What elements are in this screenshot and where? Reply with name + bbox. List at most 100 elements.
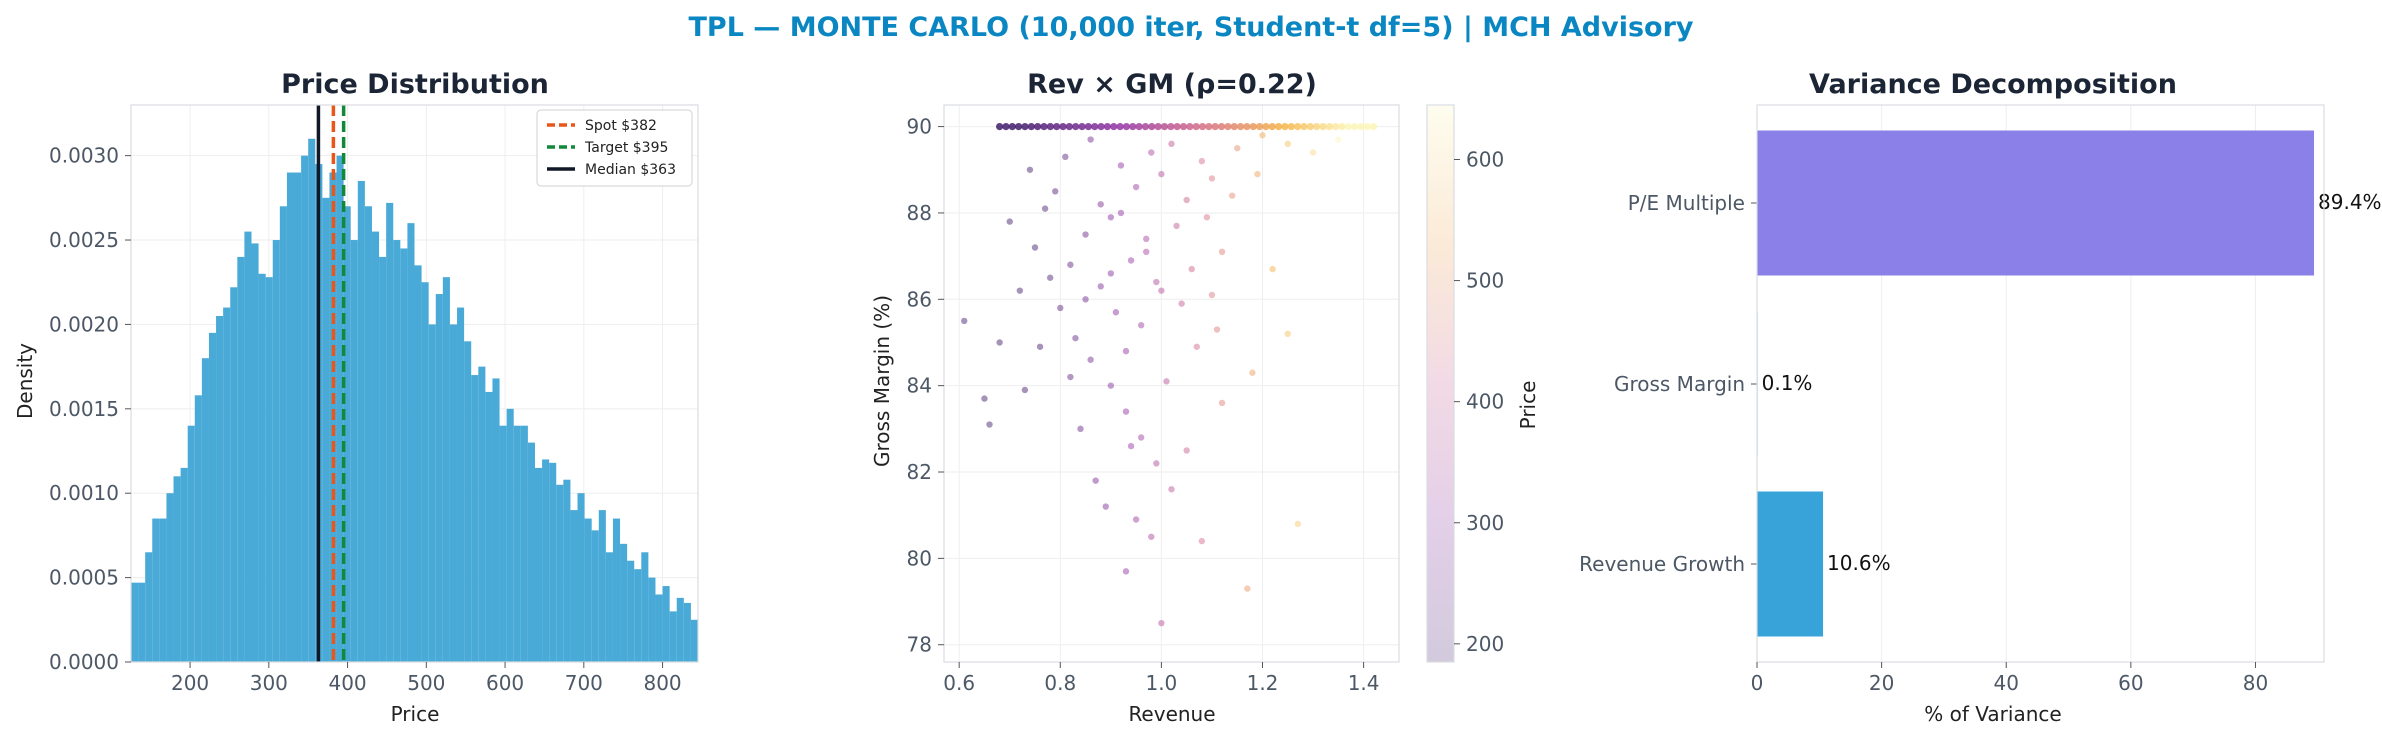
scatter-point [1158,619,1165,627]
scatter-point [1262,122,1270,131]
scatter-point [1097,201,1104,208]
histogram-bar [336,155,344,663]
colorbar-tick-label: 400 [1466,390,1504,414]
colorbar [1426,104,1455,663]
scatter-point [1236,122,1245,131]
histogram-bar [627,560,635,662]
histogram-bar [159,518,167,662]
x-tick-label: 1.0 [1145,671,1177,695]
scatter-point [1103,122,1112,131]
scatter-point [1127,257,1135,264]
histogram-bar [407,223,415,662]
histogram-bar [131,582,139,662]
y-tick-label: 86 [907,287,932,311]
x-tick-label: 700 [565,671,603,695]
x-tick-label: 600 [486,671,524,695]
histogram-bar [605,552,613,662]
histogram-bar [201,358,209,662]
histogram-bar [683,602,691,662]
scatter-point [981,395,988,402]
histogram-bar [371,231,380,662]
scatter-point [1067,261,1074,268]
scatter-point [1148,122,1156,131]
histogram-bar [542,459,550,662]
scatter-point [1122,122,1131,131]
scatter-point [1110,122,1118,131]
histogram-bar [187,425,195,662]
scatter-point [1137,434,1145,441]
scatter-point [1351,122,1359,131]
histogram-bar [570,510,578,662]
histogram-bar [343,206,351,663]
scatter-point [1082,296,1089,303]
scatter-point [1228,192,1236,199]
histogram-bar [584,518,592,662]
scatter-point [1015,122,1023,131]
legend-label: Target $395 [584,140,668,156]
scatter-point [1281,122,1289,131]
histogram-bar [223,307,231,662]
scatter-point [1006,218,1013,225]
scatter-point [1211,122,1219,131]
y-tick-label: 84 [907,374,932,398]
scatter-point [1059,122,1067,131]
histogram-bar [393,240,401,662]
scatter-point [1192,122,1200,131]
scatter-point [1218,248,1226,256]
scatter-point [1205,122,1213,131]
histogram-bar [676,597,684,662]
x-tick-label: 500 [407,671,445,695]
histogram-bar [414,265,422,662]
y-tick-label: 0.0010 [49,481,119,505]
price-distribution-xlabel: Price [391,702,440,726]
histogram-bar [648,577,656,662]
scatter-point [1040,122,1048,131]
scatter-point [1163,378,1170,385]
scatter-point [1084,122,1092,131]
scatter-point [1122,408,1130,415]
scatter-point [1332,122,1340,131]
histogram-bar [145,552,153,662]
histogram-bar [428,324,436,662]
histogram-bar [534,467,543,662]
scatter-point [1284,330,1291,338]
scatter-point [1198,122,1207,131]
scatter-point [1082,231,1089,238]
scatter-point [1344,122,1352,131]
scatter-point [1198,157,1206,165]
scatter-point [1072,122,1080,131]
scatter-point [1062,153,1069,161]
y-tick-label: 0.0030 [49,144,119,168]
histogram-bar [471,375,479,662]
scatter-point [1357,122,1365,131]
histogram-bar [449,324,458,662]
scatter-point [1158,287,1165,294]
histogram-bar [478,366,486,662]
scatter-point [1021,386,1029,394]
scatter-point [1208,175,1216,182]
histogram-bar [457,307,465,662]
histogram-bar [520,425,528,662]
scatter-point [1107,382,1115,389]
histogram-bar [194,395,202,662]
legend-label: Median $363 [585,162,676,178]
scatter-point [996,339,1003,346]
histogram-bar [230,287,238,662]
histogram-bar [598,510,606,662]
scatter-point [1306,122,1314,131]
histogram-bar [577,493,585,662]
histogram-bar [237,256,245,662]
scatter-point [1243,122,1251,131]
bar-data-label: 89.4% [2318,190,2382,214]
y-tick-label: 78 [907,633,932,657]
histogram-bar [655,594,663,662]
histogram-bar [641,552,649,662]
rev-gm-ylabel: Gross Margin (%) [870,295,894,467]
y-tick-label: 0.0025 [49,228,119,252]
scatter-point [1249,122,1257,131]
histogram-bar [364,206,372,663]
histogram-bar [549,462,557,662]
scatter-point [1287,122,1295,131]
rev-gm-frame [943,104,1400,663]
scatter-point [1167,122,1175,131]
